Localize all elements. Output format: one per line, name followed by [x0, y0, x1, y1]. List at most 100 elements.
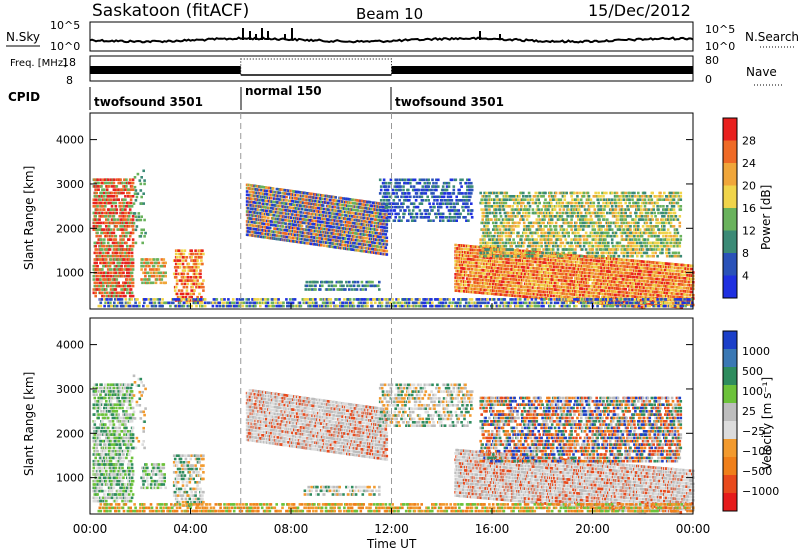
heatmap-cell	[173, 289, 177, 292]
heatmap-cell	[540, 270, 543, 274]
heatmap-cell	[126, 221, 129, 225]
heatmap-cell	[142, 228, 145, 232]
heatmap-cell	[102, 201, 105, 205]
heatmap-cell	[127, 191, 131, 195]
heatmap-cell	[122, 191, 125, 195]
heatmap-cell	[520, 282, 523, 285]
freq-tick-top: 18	[62, 56, 76, 69]
heatmap-cell	[196, 295, 199, 299]
heatmap-cell	[139, 218, 143, 222]
heatmap-cell	[453, 205, 457, 209]
heatmap-cell	[379, 219, 383, 222]
heatmap-cell	[310, 202, 313, 206]
heatmap-cell	[544, 290, 547, 294]
heatmap-cell	[129, 258, 133, 261]
heatmap-cell	[385, 195, 389, 199]
heatmap-cell	[415, 192, 419, 195]
heatmap-cell	[103, 261, 106, 265]
heatmap-cell	[273, 230, 277, 234]
heatmap-cell	[267, 216, 270, 220]
heatmap-cell	[131, 294, 135, 298]
heatmap-cell	[190, 266, 193, 269]
heatmap-cell	[114, 205, 118, 208]
heatmap-cell	[452, 188, 456, 192]
heatmap-cell	[124, 195, 127, 198]
heatmap-cell	[304, 231, 308, 235]
heatmap-cell	[365, 237, 368, 240]
heatmap-cell	[379, 185, 383, 188]
heatmap-cell	[98, 218, 101, 221]
heatmap-cell	[115, 278, 119, 281]
heatmap-cell	[182, 272, 186, 276]
heatmap-cell	[121, 244, 124, 248]
heatmap-cell	[418, 181, 422, 185]
heatmap-cell	[186, 272, 190, 276]
heatmap-cell	[112, 188, 116, 191]
heatmap-cell	[98, 211, 101, 215]
heatmap-cell	[430, 188, 433, 192]
heatmap-cell	[117, 258, 120, 261]
nsky-tick-right-top: 10^5	[705, 23, 735, 36]
heatmap-cell	[307, 235, 311, 239]
heatmap-cell	[250, 190, 254, 194]
heatmap-cell	[525, 295, 529, 299]
heatmap-cell	[106, 231, 110, 235]
heatmap-cell	[111, 281, 115, 285]
heatmap-cell	[96, 205, 99, 208]
heatmap-cell	[130, 248, 134, 251]
heatmap-cell	[201, 249, 204, 252]
heatmap-cell	[107, 195, 111, 198]
heatmap-cell	[94, 198, 97, 201]
heatmap-cell	[110, 185, 114, 188]
heatmap-cell	[273, 207, 277, 211]
heatmap-cell	[378, 192, 382, 195]
heatmap-cell	[109, 198, 113, 201]
heatmap-cell	[131, 228, 135, 231]
heatmap-cell	[379, 188, 383, 192]
heatmap-cell	[115, 251, 119, 255]
heatmap-cell	[428, 212, 431, 216]
heatmap-cell	[186, 282, 190, 286]
heatmap-cell	[441, 212, 445, 216]
heatmap-cell	[121, 261, 124, 265]
heatmap-cell	[128, 281, 132, 285]
heatmap-cell	[407, 219, 410, 222]
heatmap-cell	[105, 294, 109, 298]
heatmap-cell	[140, 231, 143, 235]
heatmap-cell	[199, 272, 202, 276]
heatmap-cell	[136, 192, 140, 195]
heatmap-cell	[406, 195, 409, 199]
heatmap-cell	[130, 291, 134, 295]
heatmap-cell	[194, 249, 197, 252]
heatmap-cell	[115, 294, 119, 298]
heatmap-cell	[399, 209, 402, 212]
heatmap-cell	[468, 199, 471, 202]
heatmap-cell	[178, 262, 182, 266]
heatmap-cell	[295, 197, 299, 200]
heatmap-cell	[190, 282, 193, 286]
heatmap-cell	[180, 289, 184, 292]
heatmap-cell	[159, 271, 163, 275]
heatmap-cell	[155, 274, 159, 278]
heatmap-cell	[478, 265, 482, 268]
heatmap-cell	[119, 254, 122, 258]
heatmap-cell	[96, 278, 99, 281]
heatmap-cell	[464, 270, 468, 274]
heatmap-cell	[98, 281, 101, 285]
heatmap-cell	[191, 279, 194, 282]
heatmap-cell	[114, 288, 118, 291]
heatmap-cell	[388, 216, 392, 219]
heatmap-cell	[265, 186, 268, 189]
heatmap-cell	[100, 201, 103, 205]
heatmap-cell	[102, 251, 105, 255]
heatmap-cell	[131, 258, 135, 261]
heatmap-cell	[102, 288, 105, 291]
heatmap-cell	[119, 244, 122, 248]
heatmap-cell	[103, 188, 106, 191]
heatmap-cell	[134, 199, 138, 202]
heatmap-cell	[110, 191, 114, 195]
heatmap-cell	[385, 239, 389, 243]
heatmap-cell	[436, 202, 439, 205]
heatmap-cell	[408, 209, 411, 212]
heatmap-cell	[131, 225, 135, 228]
